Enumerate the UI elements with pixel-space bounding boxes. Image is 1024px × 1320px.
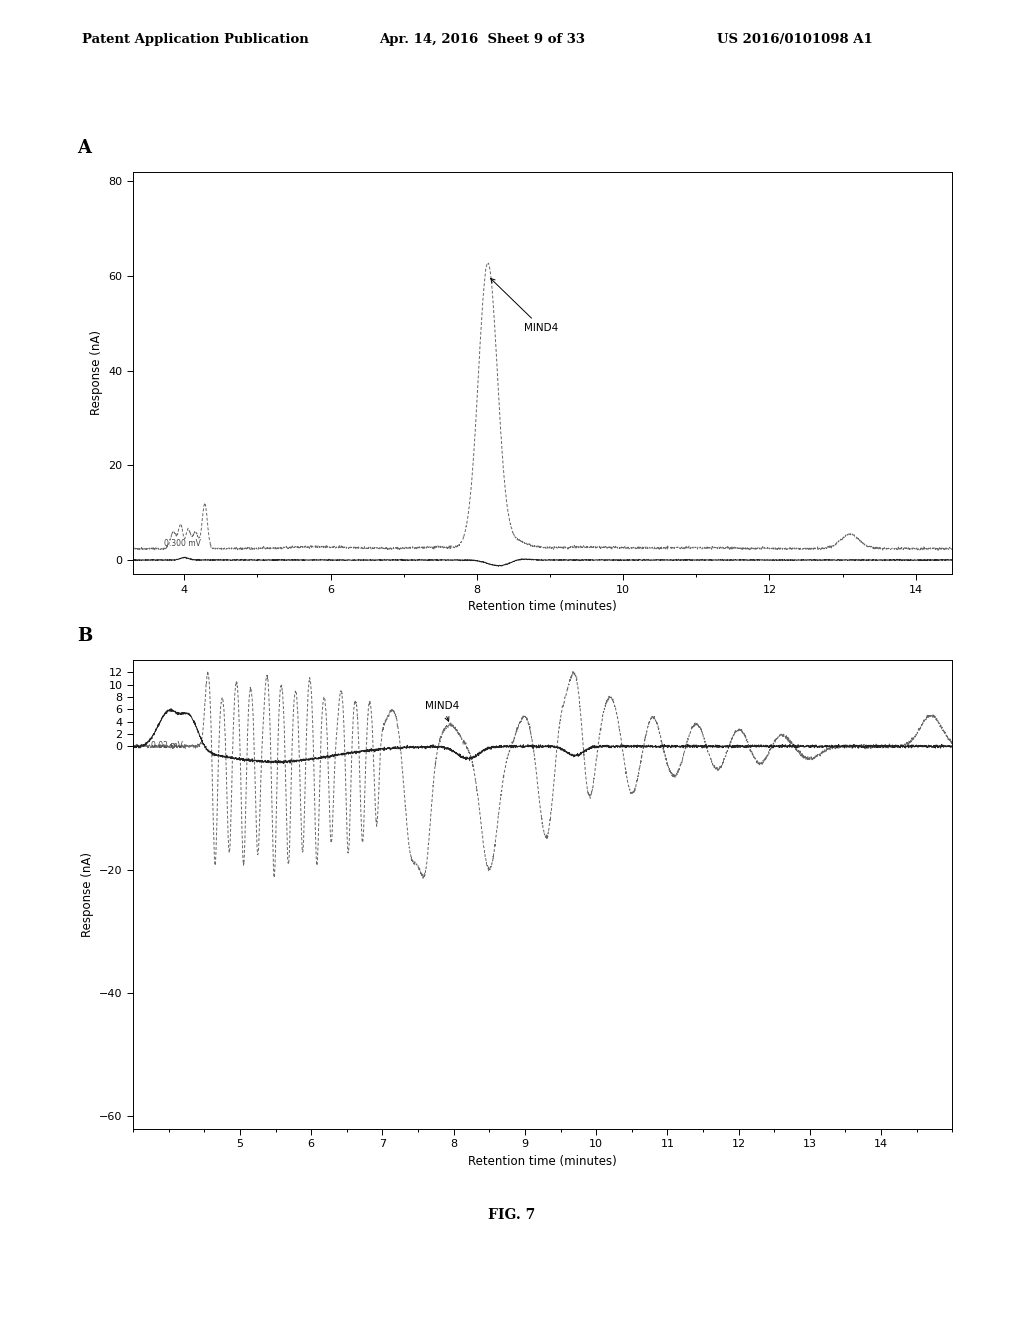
Y-axis label: Response (nA): Response (nA) <box>81 851 93 937</box>
Text: Patent Application Publication: Patent Application Publication <box>82 33 308 46</box>
Text: 0.300 mV: 0.300 mV <box>164 539 201 548</box>
X-axis label: Retention time (minutes): Retention time (minutes) <box>468 1155 617 1168</box>
X-axis label: Retention time (minutes): Retention time (minutes) <box>468 601 617 614</box>
Text: FIG. 7: FIG. 7 <box>488 1208 536 1222</box>
Text: A: A <box>77 139 91 157</box>
Text: US 2016/0101098 A1: US 2016/0101098 A1 <box>717 33 872 46</box>
Text: B: B <box>77 627 92 645</box>
Y-axis label: Response (nA): Response (nA) <box>90 330 103 416</box>
Text: MIND4: MIND4 <box>490 279 559 333</box>
Text: Apr. 14, 2016  Sheet 9 of 33: Apr. 14, 2016 Sheet 9 of 33 <box>379 33 585 46</box>
Text: MIND4: MIND4 <box>425 701 460 721</box>
Text: 0.02 mV: 0.02 mV <box>151 741 183 750</box>
